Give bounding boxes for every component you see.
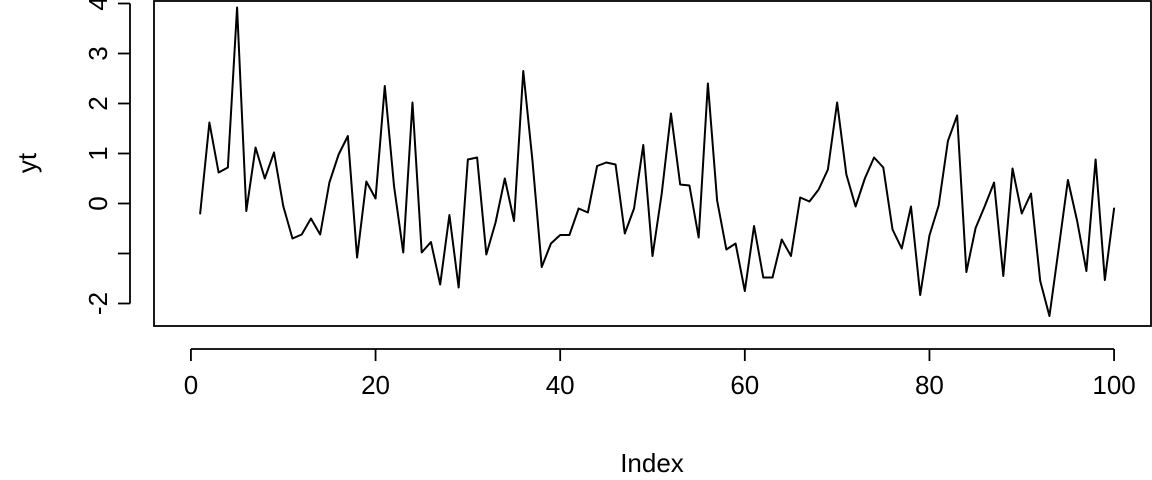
y-tick-label: 4 [83,0,113,11]
x-tick-label: 0 [184,370,198,400]
y-tick-label: 1 [83,146,113,160]
x-tick-label: 40 [546,370,575,400]
y-tick-label: 3 [83,46,113,60]
x-tick-label: 20 [361,370,390,400]
y-tick-label: 2 [83,96,113,110]
x-tick-label: 100 [1092,370,1135,400]
y-axis: -2 0 1 2 3 4 [83,0,131,315]
plot-box [153,0,1152,327]
y-tick-label: 0 [83,196,113,210]
x-axis: 0 20 40 60 80 100 [184,348,1136,400]
x-tick-label: 60 [730,370,759,400]
x-tick-label: 80 [915,370,944,400]
series-line [199,6,1116,317]
x-axis-title: Index [620,448,684,478]
y-axis-title: yt [12,152,42,173]
y-tick-label: -2 [83,292,113,315]
